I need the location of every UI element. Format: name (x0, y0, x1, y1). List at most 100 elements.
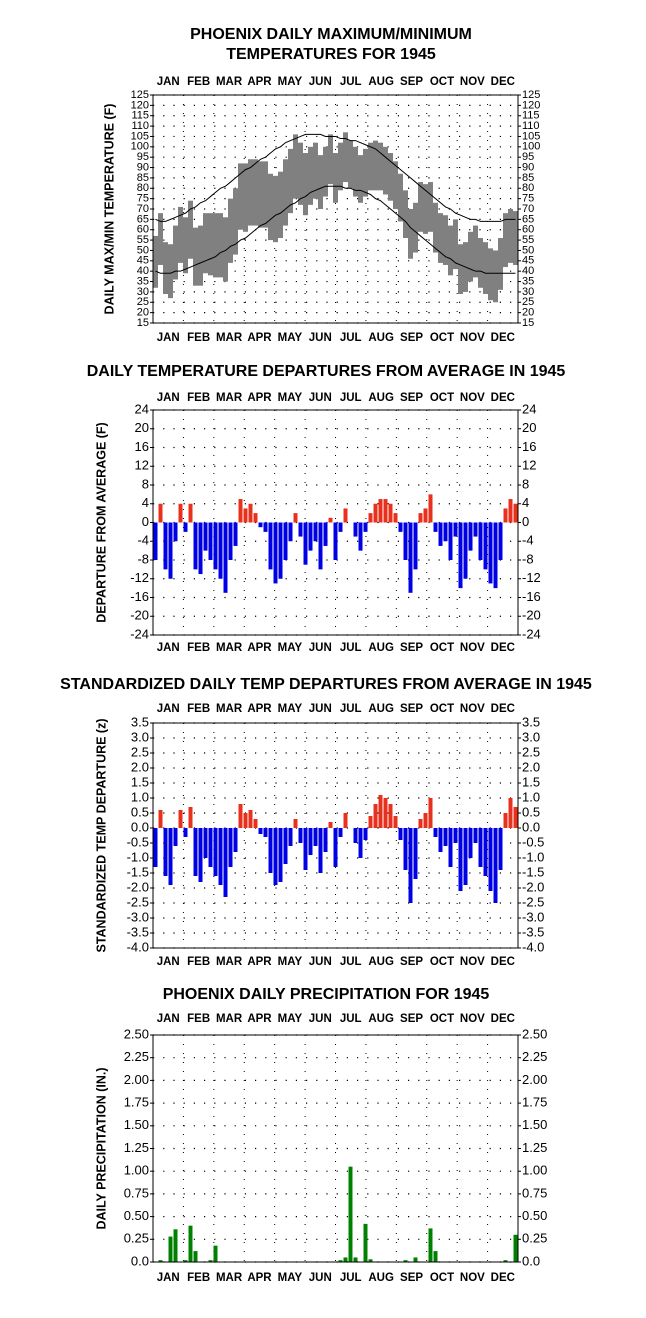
y-tick-label: 105 (522, 130, 540, 142)
range-bar (243, 163, 248, 232)
bar (173, 828, 178, 846)
y-tick-label: -24 (522, 626, 541, 641)
x-tick-label: APR (247, 642, 272, 654)
y-tick-label: 0.0 (522, 1253, 540, 1268)
range-bar (488, 248, 493, 301)
bar (168, 828, 173, 885)
x-tick-label: JUL (340, 332, 362, 344)
bar (413, 522, 418, 570)
x-tick-label: MAR (216, 703, 243, 715)
y-tick-label: 0.25 (522, 1231, 547, 1246)
x-tick-label: APR (247, 76, 272, 88)
bar (468, 522, 473, 551)
y-tick-label: 1.0 (522, 789, 540, 804)
bar (153, 828, 158, 867)
range-bar (398, 173, 403, 222)
x-tick-label: SEP (400, 956, 423, 968)
range-bar (438, 213, 443, 263)
plot-frame (152, 722, 519, 949)
range-bar (268, 173, 273, 241)
y-tick-label: 60 (137, 224, 149, 236)
y-tick-label: 100 (522, 141, 540, 153)
chart-title: TEMPERATURES FOR 1945 (226, 46, 436, 63)
y-tick-label: 120 (522, 99, 540, 111)
y-tick-label: -4 (522, 533, 534, 548)
y-tick-label: 50 (522, 244, 534, 256)
bar (508, 499, 513, 523)
y-tick-label: 2.5 (131, 744, 149, 759)
range-bar (303, 153, 308, 216)
bar (503, 1260, 508, 1262)
bar (168, 522, 173, 579)
range-bar (178, 206, 183, 263)
bar (203, 828, 208, 858)
range-bar (248, 159, 253, 226)
bar (253, 819, 258, 828)
bar (498, 828, 503, 870)
y-tick-label: 35 (137, 275, 149, 287)
y-tick-label: 30 (137, 286, 149, 298)
bar (318, 828, 323, 873)
bar (328, 822, 333, 828)
bar (253, 513, 258, 523)
x-tick-label: NOV (460, 642, 485, 654)
y-tick-label: 30 (522, 286, 534, 298)
y-tick-label: -0.5 (127, 834, 149, 849)
x-tick-label: OCT (430, 1272, 454, 1284)
y-tick-label: 2.0 (131, 759, 149, 774)
bar (423, 508, 428, 523)
bar (313, 522, 318, 542)
range-bar (408, 209, 413, 259)
x-tick-label: NOV (460, 332, 485, 344)
y-tick-label: -2.5 (522, 894, 544, 909)
bar (328, 517, 333, 523)
y-tick-label: 115 (131, 110, 149, 122)
y-tick-label: 55 (137, 234, 149, 246)
range-bar (208, 213, 213, 276)
bar (248, 503, 253, 523)
bar (513, 1234, 518, 1262)
x-tick-label: NOV (460, 1272, 485, 1284)
y-tick-label: 16 (135, 439, 149, 454)
y-tick-label: 95 (522, 151, 534, 163)
range-bar (163, 242, 168, 294)
x-tick-label: AUG (368, 1013, 394, 1025)
range-bar (183, 217, 188, 274)
bar (463, 828, 468, 885)
y-tick-label: 20 (137, 307, 149, 319)
y-tick-label: 40 (522, 265, 534, 277)
y-tick-label: 125 (522, 89, 540, 101)
bar (403, 1260, 408, 1262)
y-tick-label: 0.0 (131, 819, 149, 834)
x-tick-label: JUL (340, 1013, 362, 1025)
bar (333, 828, 338, 867)
x-tick-label: MAR (216, 956, 243, 968)
bar (233, 522, 238, 546)
y-tick-label: 24 (522, 401, 536, 416)
bar (438, 828, 443, 852)
y-tick-label: 0.0 (131, 1253, 149, 1268)
bar (493, 522, 498, 589)
x-tick-label: AUG (368, 703, 394, 715)
bar (388, 804, 393, 828)
range-bar (333, 153, 338, 203)
y-tick-label: -24 (130, 626, 149, 641)
y-tick-label: 70 (522, 203, 534, 215)
y-tick-label: 2.25 (124, 1049, 149, 1064)
y-tick-label: -1.0 (127, 849, 149, 864)
bar (408, 522, 413, 593)
x-tick-label: JAN (157, 76, 180, 88)
range-bar (458, 244, 463, 294)
x-tick-label: JUN (309, 956, 332, 968)
bar (368, 1259, 373, 1262)
chart-title: STANDARDIZED DAILY TEMP DEPARTURES FROM … (60, 676, 592, 693)
range-bar (473, 225, 478, 278)
range-bar (393, 161, 398, 209)
x-tick-label: DEC (491, 76, 515, 88)
y-tick-label: 4 (142, 495, 149, 510)
y-tick-label: 45 (522, 255, 534, 267)
x-tick-label: MAR (216, 332, 243, 344)
x-tick-label: FEB (187, 1013, 210, 1025)
bar (403, 522, 408, 560)
y-tick-label: 45 (137, 255, 149, 267)
